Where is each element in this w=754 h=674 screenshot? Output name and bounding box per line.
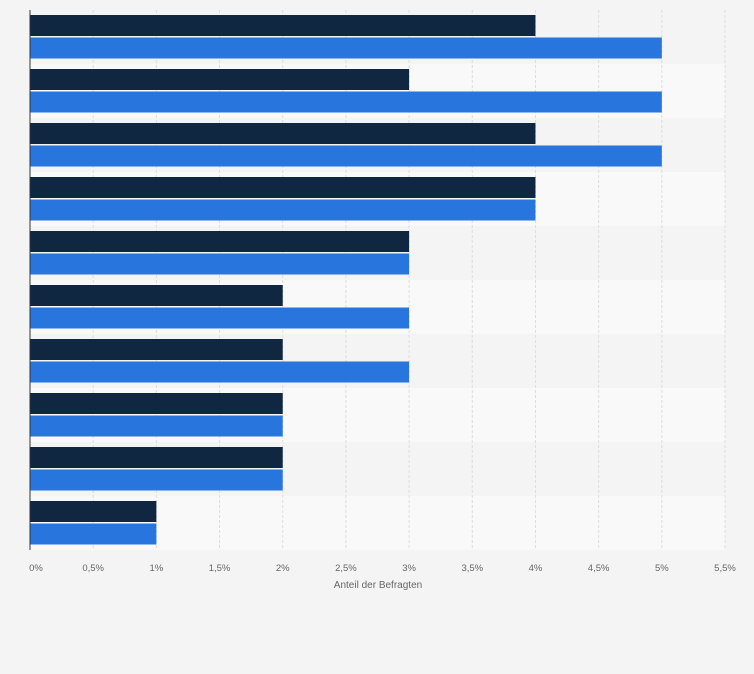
bar-s0-c3[interactable]	[30, 177, 536, 198]
bar-s1-c0[interactable]	[30, 37, 662, 59]
x-tick-label-8: 4%	[529, 563, 543, 574]
bar-s1-c9[interactable]	[30, 523, 157, 545]
bar-s1-c6[interactable]	[30, 361, 410, 383]
x-tick-label-7: 3,5%	[461, 563, 483, 574]
bar-s0-c4[interactable]	[30, 231, 410, 252]
bar-s0-c0[interactable]	[30, 15, 536, 36]
x-tick-label-4: 2%	[276, 563, 290, 574]
bars	[30, 15, 662, 545]
x-tick-label-0: 0%	[29, 563, 43, 574]
bar-s1-c4[interactable]	[30, 253, 410, 275]
x-tick-label-6: 3%	[402, 563, 416, 574]
row-bands	[30, 10, 725, 550]
x-tick-labels: 0% 0,5% 1% 1,5% 2% 2,5% 3% 3,5% 4% 4,5% 5% 5,5%	[29, 563, 736, 574]
x-axis-label: Anteil der Befragten	[334, 580, 422, 591]
bar-s0-c6[interactable]	[30, 339, 283, 360]
x-tick-label-9: 4,5%	[588, 563, 610, 574]
bar-s1-c5[interactable]	[30, 307, 410, 329]
x-tick-label-5: 2,5%	[335, 563, 357, 574]
bar-s1-c7[interactable]	[30, 415, 283, 437]
x-tick-label-10: 5%	[655, 563, 669, 574]
bar-s0-c2[interactable]	[30, 123, 536, 144]
bar-s0-c8[interactable]	[30, 447, 283, 468]
x-tick-label-2: 1%	[149, 563, 163, 574]
bar-s1-c3[interactable]	[30, 199, 536, 221]
x-tick-label-1: 0,5%	[82, 563, 104, 574]
bar-s0-c9[interactable]	[30, 501, 157, 522]
bar-s1-c8[interactable]	[30, 469, 283, 491]
bar-s0-c5[interactable]	[30, 285, 283, 306]
bar-s1-c1[interactable]	[30, 91, 662, 113]
bar-s0-c7[interactable]	[30, 393, 283, 414]
bar-s1-c2[interactable]	[30, 145, 662, 167]
x-tick-label-3: 1,5%	[209, 563, 231, 574]
x-tick-label-11: 5,5%	[714, 563, 736, 574]
bar-s0-c1[interactable]	[30, 69, 410, 90]
